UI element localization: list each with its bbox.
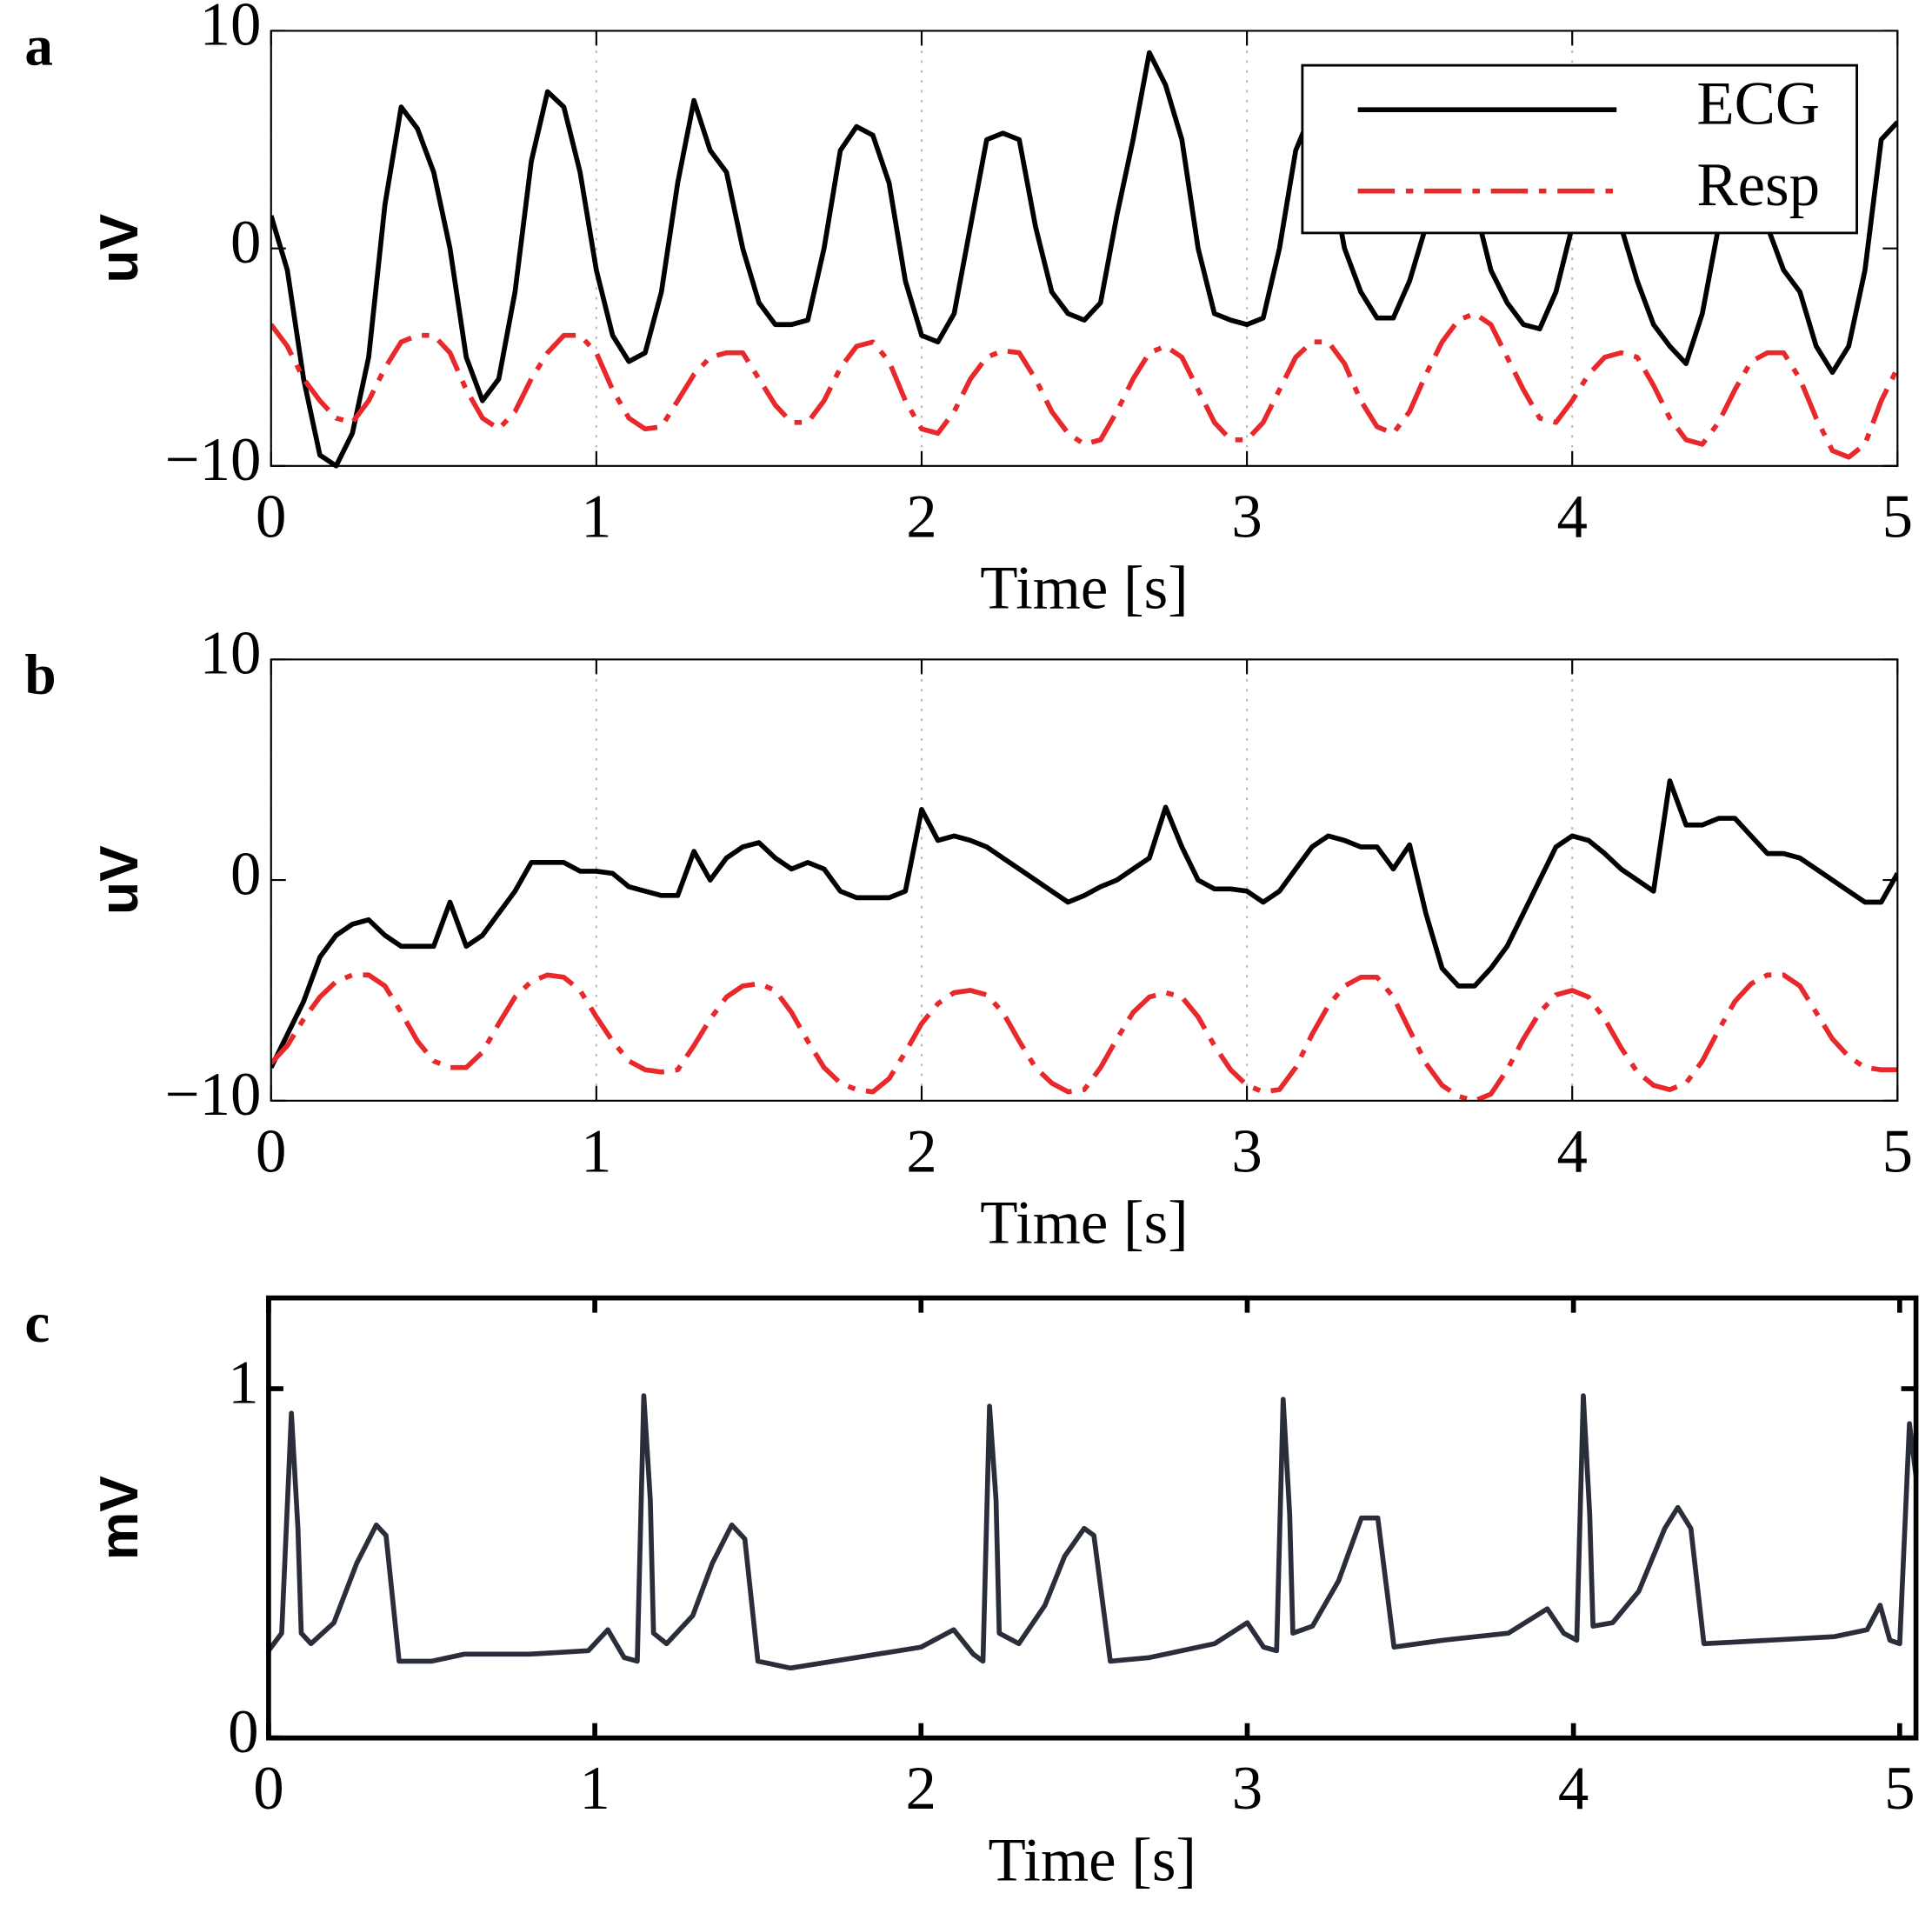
- legend-box: [1301, 63, 1858, 235]
- x-tick-label: 1: [581, 1117, 611, 1185]
- panel: 0 1 2 3 4 5 0 1 c Time [s] mV: [24, 1292, 1919, 1894]
- x-axis-label: Time [s]: [980, 555, 1188, 623]
- x-tick-label: 5: [1884, 1755, 1915, 1823]
- x-tick-label: 5: [1882, 1117, 1913, 1185]
- y-tick-label: 10: [200, 0, 262, 59]
- panel-label: c: [24, 1292, 50, 1355]
- x-tick-label: 2: [906, 1755, 936, 1823]
- x-tick-label: 0: [256, 483, 286, 550]
- x-tick-label: 4: [1556, 483, 1587, 550]
- legend: ECG Resp: [1301, 63, 1858, 235]
- y-axis-label: uV: [90, 213, 150, 283]
- y-tick-label: 1: [228, 1349, 258, 1416]
- plot-area: [270, 659, 1898, 1101]
- y-tick-label: 10: [200, 620, 262, 688]
- legend-label: ECG: [1696, 70, 1820, 137]
- series-line: [270, 778, 1898, 1069]
- y-tick-label: 0: [230, 840, 261, 908]
- plot-frame: [270, 658, 1899, 1102]
- plot-frame: [266, 1295, 1919, 1741]
- y-axis-label: mV: [90, 1476, 150, 1560]
- panel-label: a: [24, 15, 53, 77]
- x-tick-label: 1: [579, 1755, 610, 1823]
- x-tick-label: 5: [1882, 483, 1913, 550]
- x-axis-label: Time [s]: [989, 1826, 1196, 1894]
- x-tick-label: 3: [1232, 1755, 1262, 1823]
- panel-label: b: [24, 643, 56, 706]
- plot-frame: [270, 30, 1899, 467]
- y-tick-label: −10: [165, 1061, 262, 1129]
- y-tick-label: 0: [228, 1698, 258, 1766]
- y-tick-label: 0: [230, 209, 261, 277]
- x-axis-label: Time [s]: [980, 1190, 1188, 1257]
- x-tick-label: 1: [581, 483, 611, 550]
- x-tick-label: 4: [1556, 1117, 1587, 1185]
- series-line: [270, 972, 1898, 1103]
- y-tick-label: −10: [165, 426, 262, 494]
- series-line: [270, 50, 1898, 469]
- legend-label: Resp: [1696, 151, 1820, 219]
- x-tick-label: 0: [256, 1117, 286, 1185]
- x-tick-label: 0: [253, 1755, 283, 1823]
- x-tick-label: 3: [1231, 483, 1262, 550]
- plot-area: [268, 1297, 1916, 1738]
- x-tick-label: 4: [1558, 1755, 1589, 1823]
- series-line: [268, 1393, 1916, 1671]
- y-axis-label: uV: [90, 845, 150, 915]
- x-tick-label: 3: [1231, 1117, 1262, 1185]
- x-tick-label: 2: [906, 1117, 936, 1185]
- x-tick-label: 2: [906, 483, 936, 550]
